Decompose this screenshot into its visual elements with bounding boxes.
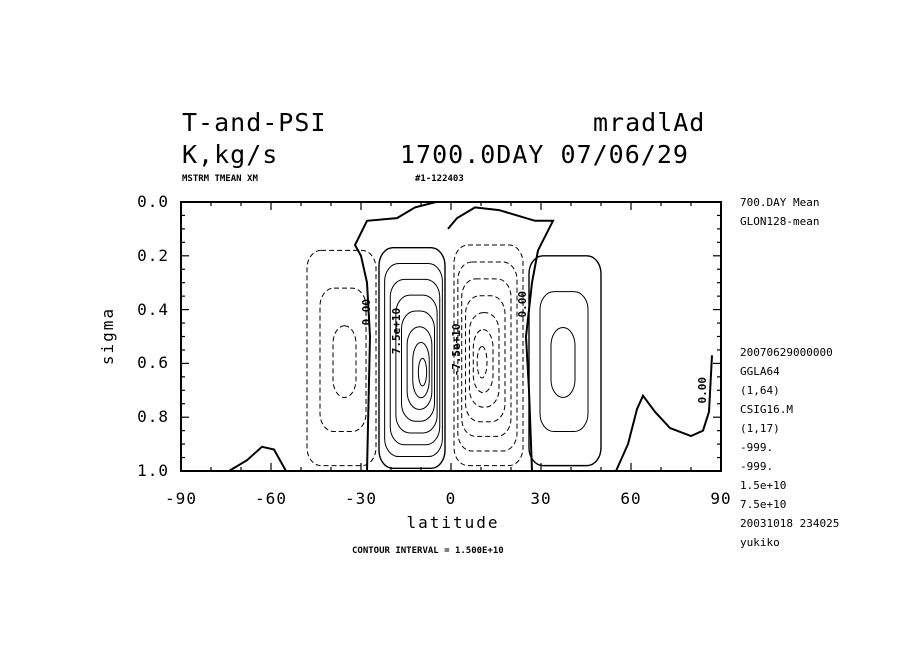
contour-negative bbox=[453, 244, 524, 467]
contour-positive bbox=[417, 357, 428, 387]
contour-positive bbox=[412, 342, 430, 399]
time-label: 1700.0DAY 07/06/29 bbox=[400, 140, 689, 169]
y-tick-label: 0.0 bbox=[137, 192, 169, 211]
x-tick-label: 90 bbox=[710, 489, 732, 508]
contour-negative bbox=[457, 261, 518, 452]
contour-negative bbox=[332, 325, 357, 398]
contour-negative bbox=[472, 329, 494, 394]
side-info-11: 7.5e+10 bbox=[740, 498, 787, 511]
contour-label: 0.00 bbox=[696, 377, 709, 404]
contour-label: 0.00 bbox=[360, 299, 373, 326]
contour-positive bbox=[550, 327, 576, 398]
y-tick-label: 1.0 bbox=[137, 461, 169, 480]
y-tick-label: 0.2 bbox=[137, 245, 169, 265]
contour-positive bbox=[384, 263, 443, 458]
side-info-8: -999. bbox=[740, 441, 774, 454]
contour-positive bbox=[378, 247, 446, 470]
axis-ticks bbox=[180, 201, 722, 472]
contour-label: -7.5e+10 bbox=[450, 323, 463, 376]
contour-negative bbox=[465, 295, 506, 423]
side-info-9: -999. bbox=[740, 460, 774, 473]
side-info-3: 20070629000000 bbox=[740, 346, 833, 359]
side-info-6: CSIG16.M bbox=[740, 403, 793, 416]
x-axis-label: latitude bbox=[406, 513, 500, 532]
zero-contour bbox=[447, 206, 555, 472]
contour-positive bbox=[389, 278, 441, 446]
chart-title: T-and-PSI bbox=[182, 108, 327, 137]
y-tick-label: 0.8 bbox=[137, 407, 169, 427]
contour-positive bbox=[528, 255, 602, 467]
zero-contour bbox=[228, 445, 287, 472]
x-tick-label: -60 bbox=[255, 489, 287, 508]
contour-lines bbox=[228, 201, 713, 472]
side-info-1: 700.DAY Mean bbox=[740, 196, 820, 209]
contour-label: 7.5e+10 bbox=[390, 308, 403, 354]
side-info-5: (1,64) bbox=[740, 384, 780, 397]
contour-positive bbox=[406, 326, 433, 410]
side-info-7: (1,17) bbox=[740, 422, 780, 435]
x-tick-label: 60 bbox=[620, 489, 642, 508]
contour-negative bbox=[476, 345, 488, 379]
y-tick-label: 0.6 bbox=[137, 353, 169, 373]
contour-negative bbox=[468, 312, 500, 408]
x-tick-label: -30 bbox=[345, 489, 377, 508]
contour-label: 0.00 bbox=[516, 291, 529, 318]
y-tick-label: 0.4 bbox=[137, 299, 169, 319]
variable-label: MSTRM TMEAN XM bbox=[182, 174, 258, 184]
contour-positive bbox=[395, 294, 438, 434]
contour-negative bbox=[319, 287, 367, 433]
y-axis-label: sigma bbox=[98, 306, 117, 366]
side-info-13: yukiko bbox=[740, 536, 780, 549]
contour-positive bbox=[401, 310, 435, 422]
run-id: #1-122403 bbox=[415, 174, 464, 184]
experiment-name: mradlAd bbox=[593, 108, 706, 137]
side-info-4: GGLA64 bbox=[740, 365, 780, 378]
side-info-12: 20031018 234025 bbox=[740, 517, 840, 530]
contour-interval-note: CONTOUR INTERVAL = 1.500E+10 bbox=[352, 546, 504, 556]
units-label: K,kg/s bbox=[182, 140, 279, 169]
x-tick-label: 0 bbox=[445, 489, 457, 508]
contour-labels: 0.00 7.5e+10 -7.5e+10 0.00 0.00 bbox=[360, 291, 709, 404]
contour-negative bbox=[461, 278, 512, 437]
x-tick-label: -90 bbox=[165, 489, 197, 508]
zero-contour bbox=[353, 201, 437, 472]
contour-positive bbox=[539, 291, 589, 433]
contour-negative bbox=[306, 249, 377, 467]
zero-contour bbox=[615, 355, 713, 472]
side-info-2: GLON128-mean bbox=[740, 215, 820, 228]
side-info-10: 1.5e+10 bbox=[740, 479, 787, 492]
x-tick-label: 30 bbox=[530, 489, 552, 508]
